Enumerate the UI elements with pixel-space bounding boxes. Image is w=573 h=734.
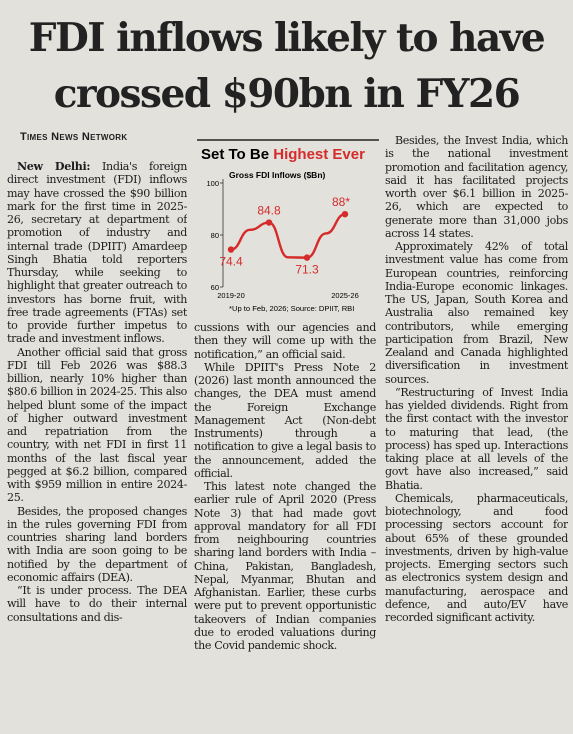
line (230, 213, 346, 259)
paragraph-text: Another official said that gross FDI til… (7, 345, 187, 505)
point (341, 211, 349, 218)
y-tick-label: 60 (211, 283, 219, 292)
paragraph-text: Besides, the proposed changes in the rul… (7, 504, 187, 584)
data-label: 88* (332, 195, 350, 209)
point (227, 246, 235, 253)
paragraph-text: Chemicals, pharmaceuticals, biotechnolog… (385, 491, 568, 624)
x-tick-label: 2025-26 (331, 291, 359, 300)
data-label: 74.4 (219, 255, 243, 269)
paragraph: Another official said that gross FDI til… (7, 346, 187, 505)
paragraph: cussions with our agencies and then they… (194, 321, 376, 361)
headline: crossed $90bn in FY26 (53, 71, 521, 117)
title-part: Highest Ever (273, 146, 365, 163)
chart: Set To Be Highest Ever Gross FDI Inflows… (197, 139, 379, 313)
byline: Times News Network (20, 131, 128, 143)
paragraph: “It is under process. The DEA will have … (7, 584, 187, 624)
paragraph-text: This latest note changed the earlier rul… (194, 480, 376, 652)
column: Besides, the Invest India, which is the … (385, 134, 568, 734)
paragraph: New Delhi: India's foreign direct invest… (7, 160, 187, 346)
chart-note: *Up to Feb, 2026; Source: DPIIT, RBI (229, 304, 354, 313)
x-tick-label: 2019-20 (217, 291, 245, 300)
paragraph-text: cussions with our agencies and then they… (194, 321, 376, 361)
chart-title: Set To Be Highest Ever (201, 146, 365, 163)
headline: FDI inflows likely to have (28, 15, 546, 61)
paragraph: Besides, the Invest India, which is the … (385, 134, 568, 240)
point (265, 219, 273, 226)
paragraph: Besides, the proposed changes in the rul… (7, 505, 187, 585)
point (303, 254, 311, 261)
paragraph-text: Approximately 42% of total investment va… (385, 240, 568, 386)
paragraph: Approximately 42% of total investment va… (385, 240, 568, 386)
paragraph-text: “It is under process. The DEA will have … (7, 584, 187, 624)
chart-subtitle: Gross FDI Inflows ($Bn) (229, 170, 326, 180)
paragraph-text: India's foreign direct investment (FDI) … (7, 160, 187, 346)
paragraph: While DPIIT's Press Note 2 (2026) last m… (194, 361, 376, 480)
paragraph-text: “Restructuring of Invest India has yield… (385, 385, 568, 492)
paragraph: “Restructuring of Invest India has yield… (385, 386, 568, 492)
data-label: 71.3 (295, 263, 319, 277)
paragraph: Chemicals, pharmaceuticals, biotechnolog… (385, 492, 568, 625)
dateline: New Delhi: (17, 160, 91, 173)
title-part: Set To Be (201, 146, 269, 163)
y-tick-label: 100 (206, 179, 219, 188)
data-label: 84.8 (257, 204, 281, 218)
column: New Delhi: India's foreign direct invest… (7, 160, 187, 734)
paragraph: This latest note changed the earlier rul… (194, 480, 376, 652)
paragraph-text: While DPIIT's Press Note 2 (2026) last m… (194, 360, 376, 480)
paragraph-text: Besides, the Invest India, which is the … (385, 134, 568, 240)
y-tick-label: 80 (211, 231, 219, 240)
column: cussions with our agencies and then they… (194, 321, 376, 734)
